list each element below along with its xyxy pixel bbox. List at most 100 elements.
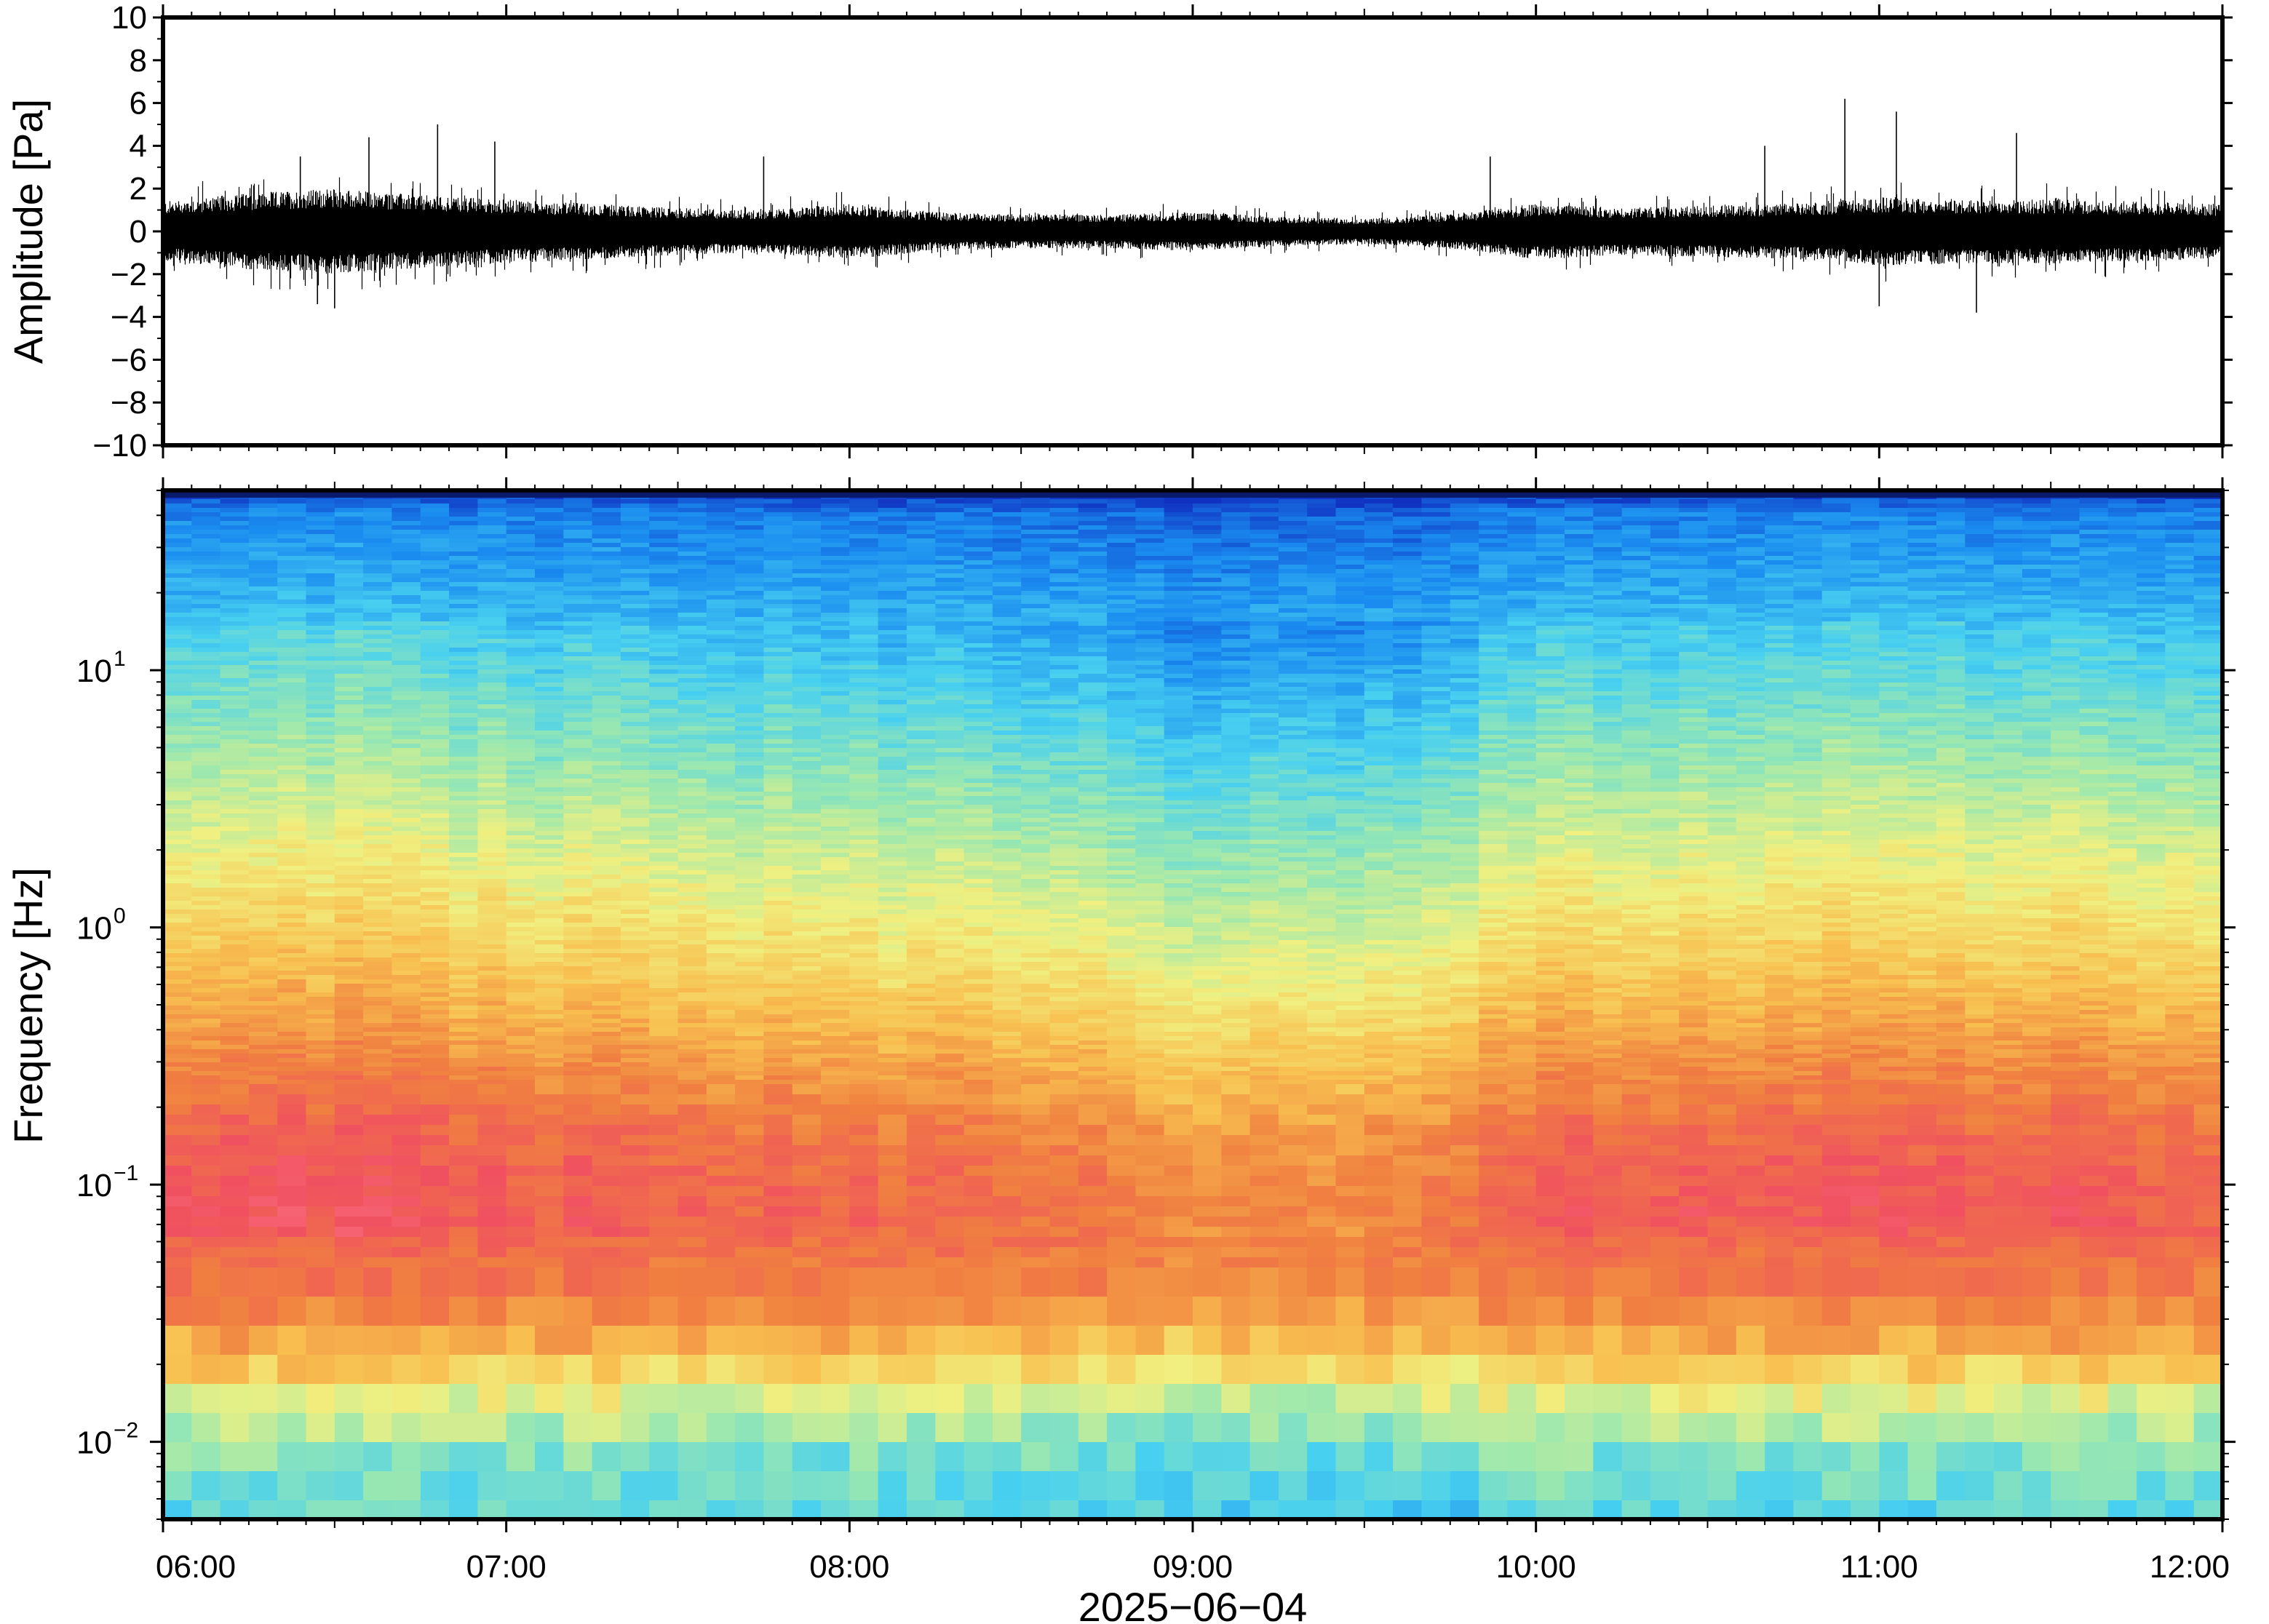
spectrogram-cell xyxy=(677,857,707,862)
spectrogram-cell xyxy=(392,752,421,757)
spectrogram-cell xyxy=(506,1471,536,1501)
spectrogram-cell xyxy=(620,787,650,792)
spectrogram-cell xyxy=(220,787,250,792)
spectrogram-cell xyxy=(363,958,392,963)
spectrogram-cell xyxy=(935,674,965,679)
spectrogram-cell xyxy=(477,966,507,971)
spectrogram-cell xyxy=(821,517,850,522)
spectrogram-cell xyxy=(449,909,478,915)
spectrogram-cell xyxy=(963,805,993,810)
spectrogram-cell xyxy=(735,840,764,845)
spectrogram-cell xyxy=(191,534,221,539)
spectrogram-cell xyxy=(363,613,392,618)
spectrogram-cell xyxy=(592,1237,621,1248)
spectrogram-cell xyxy=(821,892,850,897)
spectrogram-cell xyxy=(420,1155,450,1166)
spectrogram-cell xyxy=(563,892,593,897)
spectrogram-cell xyxy=(563,735,593,740)
spectrogram-cell xyxy=(620,613,650,618)
spectrogram-cell xyxy=(963,656,993,661)
spectrogram-cell xyxy=(248,591,278,596)
spectrogram-cell xyxy=(649,1196,679,1207)
spectrogram-cell xyxy=(620,634,650,640)
spectrogram-cell xyxy=(535,613,564,618)
spectrogram-cell xyxy=(620,1257,650,1268)
spectrogram-cell xyxy=(191,752,221,757)
spectrogram-cell xyxy=(821,831,850,836)
spectrogram-cell xyxy=(735,909,764,915)
spectrogram-cell xyxy=(220,687,250,692)
spectrogram-cell xyxy=(363,556,392,561)
spectrogram-cell xyxy=(935,630,965,635)
spectrogram-cell xyxy=(191,1023,221,1028)
spectrogram-cell xyxy=(163,604,192,609)
spectrogram-cell xyxy=(535,1006,564,1011)
spectrogram-cell xyxy=(392,936,421,941)
spectrogram-cell xyxy=(277,1297,307,1326)
amplitude-tick-label: 10 xyxy=(111,0,147,36)
spectrogram-cell xyxy=(763,831,793,836)
spectrogram-cell xyxy=(563,717,593,723)
spectrogram-cell xyxy=(935,517,965,522)
spectrogram-cell xyxy=(248,1442,278,1472)
spectrogram-cell xyxy=(677,1062,707,1067)
spectrogram-cell xyxy=(248,774,278,779)
spectrogram-cell xyxy=(535,525,564,530)
spectrogram-cell xyxy=(992,582,1022,587)
spectrogram-cell xyxy=(649,1036,679,1041)
spectrogram-cell xyxy=(821,953,850,958)
spectrogram-cell xyxy=(821,626,850,631)
spectrogram-cell xyxy=(306,988,335,993)
spectrogram-cell xyxy=(248,918,278,923)
spectrogram-cell xyxy=(306,774,335,779)
spectrogram-cell xyxy=(535,674,564,679)
spectrogram-cell xyxy=(821,1006,850,1011)
spectrogram-cell xyxy=(363,1135,392,1146)
spectrogram-cell xyxy=(191,774,221,779)
spectrogram-cell xyxy=(735,1049,764,1054)
spectrogram-cell xyxy=(477,923,507,928)
spectrogram-cell xyxy=(906,1471,936,1501)
spectrogram-cell xyxy=(792,936,822,941)
spectrogram-cell xyxy=(649,722,679,727)
spectrogram-cell xyxy=(191,744,221,749)
spectrogram-cell xyxy=(849,992,879,998)
spectrogram-cell xyxy=(477,813,507,819)
spectrogram-cell xyxy=(277,560,307,565)
spectrogram-cell xyxy=(248,1500,278,1519)
spectrogram-cell xyxy=(420,1032,450,1037)
spectrogram-cell xyxy=(535,560,564,565)
spectrogram-cell xyxy=(849,1027,879,1032)
spectrogram-cell xyxy=(477,578,507,583)
spectrogram-cell xyxy=(878,600,907,605)
spectrogram-cell xyxy=(477,543,507,548)
spectrogram-cell xyxy=(792,586,822,592)
spectrogram-cell xyxy=(592,835,621,840)
spectrogram-cell xyxy=(649,739,679,744)
spectrogram-cell xyxy=(506,669,536,674)
spectrogram-cell xyxy=(334,1186,364,1197)
spectrogram-cell xyxy=(935,586,965,592)
spectrogram-cell xyxy=(620,1247,650,1258)
spectrogram-cell xyxy=(735,600,764,605)
spectrogram-cell xyxy=(220,805,250,810)
spectrogram-cell xyxy=(677,1166,707,1177)
spectrogram-cell xyxy=(935,787,965,792)
spectrogram-cell xyxy=(191,748,221,753)
spectrogram-cell xyxy=(792,608,822,613)
spectrogram-cell xyxy=(821,525,850,530)
spectrogram-cell xyxy=(220,547,250,552)
spectrogram-cell xyxy=(220,1067,250,1072)
spectrogram-cell xyxy=(248,709,278,714)
spectrogram-cell xyxy=(592,936,621,941)
spectrogram-cell xyxy=(677,840,707,845)
spectrogram-cell xyxy=(677,674,707,679)
spectrogram-cell xyxy=(334,796,364,801)
spectrogram-cell xyxy=(334,971,364,976)
spectrogram-cell xyxy=(706,1023,736,1028)
spectrogram-cell xyxy=(563,552,593,557)
spectrogram-cell xyxy=(306,744,335,749)
spectrogram-cell xyxy=(535,1257,564,1268)
spectrogram-cell xyxy=(363,1176,392,1187)
